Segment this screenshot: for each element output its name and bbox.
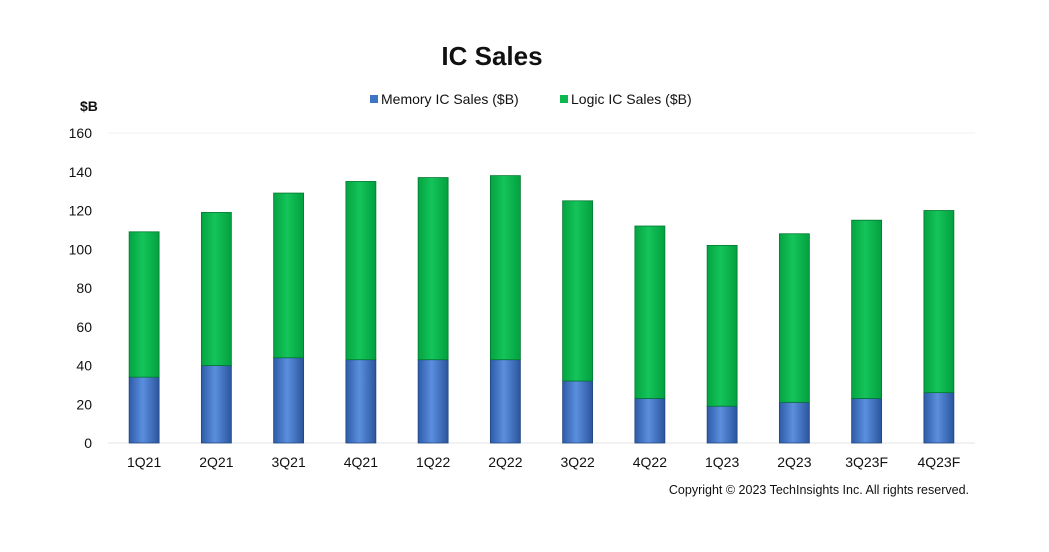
- x-tick-label: 3Q22: [561, 454, 595, 470]
- y-axis-unit-label: $B: [80, 98, 98, 114]
- logic-bar: [345, 181, 377, 361]
- y-tick-label: 40: [76, 358, 92, 374]
- bar-series: [128, 175, 955, 444]
- memory-bar: [923, 392, 955, 444]
- copyright-notice: Copyright © 2023 TechInsights Inc. All r…: [669, 483, 969, 497]
- x-tick-label: 2Q22: [488, 454, 522, 470]
- x-tick-label: 3Q23F: [845, 454, 888, 470]
- x-tick-label: 1Q21: [127, 454, 161, 470]
- y-tick-label: 140: [69, 164, 93, 180]
- memory-bar: [706, 405, 738, 444]
- chart-title: IC Sales: [441, 41, 542, 71]
- y-tick-label: 0: [84, 435, 92, 451]
- logic-bar: [634, 225, 666, 399]
- memory-bar: [128, 376, 160, 444]
- logic-bar: [562, 200, 594, 382]
- logic-bar: [128, 231, 160, 378]
- x-tick-label: 1Q22: [416, 454, 450, 470]
- y-tick-label: 60: [76, 319, 92, 335]
- logic-bar: [923, 210, 955, 394]
- y-tick-label: 160: [69, 125, 93, 141]
- logic-bar: [489, 175, 521, 361]
- x-tick-label: 4Q21: [344, 454, 378, 470]
- x-tick-label: 4Q23F: [917, 454, 960, 470]
- x-tick-label: 4Q22: [633, 454, 667, 470]
- logic-bar: [417, 177, 449, 361]
- legend-swatch-memory: [370, 95, 378, 103]
- y-axis-ticks: 0 20 40 60 80 100 120 140 160: [69, 125, 93, 451]
- legend-swatch-logic: [560, 95, 568, 103]
- memory-bar: [562, 380, 594, 444]
- memory-bar: [489, 359, 521, 444]
- memory-bar: [634, 398, 666, 444]
- logic-bar: [778, 233, 810, 403]
- logic-bar: [200, 212, 232, 366]
- logic-bar: [273, 192, 305, 359]
- memory-bar: [851, 398, 883, 444]
- y-tick-label: 20: [76, 396, 92, 412]
- logic-bar: [706, 244, 738, 407]
- x-tick-label: 1Q23: [705, 454, 739, 470]
- x-axis-ticks: 1Q21 2Q21 3Q21 4Q21 1Q22 2Q22 3Q22 4Q22 1Q23 2Q23…: [127, 454, 960, 470]
- legend-label-memory: Memory IC Sales ($B): [381, 91, 519, 107]
- x-tick-label: 2Q23: [777, 454, 811, 470]
- memory-bar: [417, 359, 449, 444]
- legend: Memory IC Sales ($B) Logic IC Sales ($B): [370, 91, 692, 107]
- y-tick-label: 80: [76, 280, 92, 296]
- memory-bar: [345, 359, 377, 444]
- y-tick-label: 100: [69, 241, 93, 257]
- logic-bar: [851, 219, 883, 399]
- memory-bar: [778, 401, 810, 444]
- x-tick-label: 2Q21: [199, 454, 233, 470]
- legend-label-logic: Logic IC Sales ($B): [571, 91, 692, 107]
- y-tick-label: 120: [69, 203, 93, 219]
- memory-bar: [200, 365, 232, 444]
- memory-bar: [273, 357, 305, 444]
- x-tick-label: 3Q21: [272, 454, 306, 470]
